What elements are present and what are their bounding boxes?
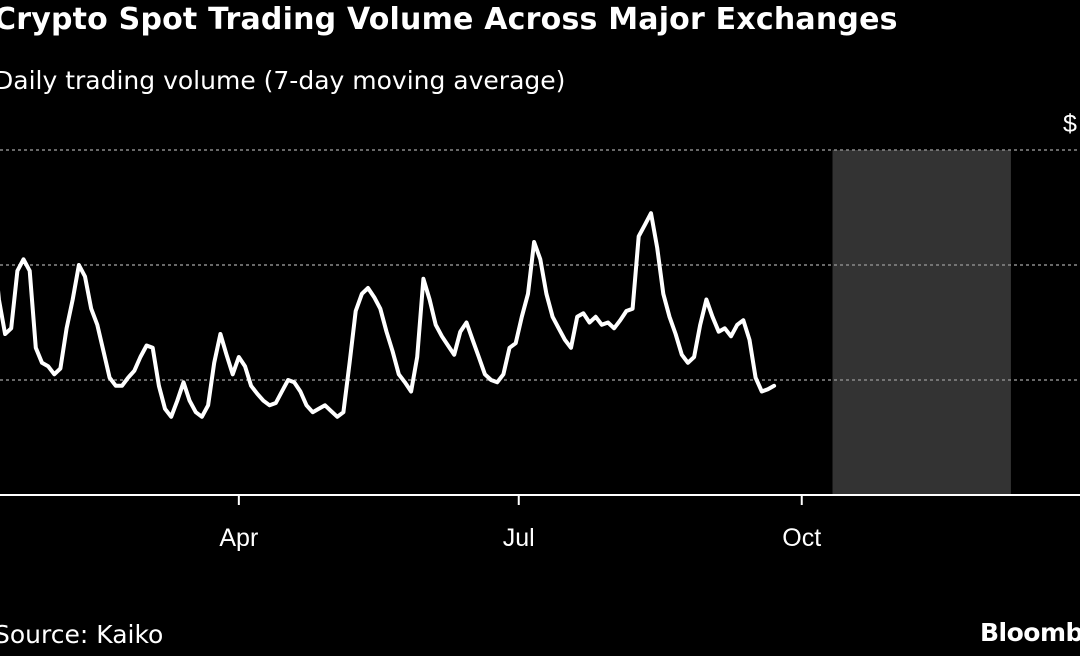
y-axis-unit-label: $ [1063, 110, 1077, 138]
source-note: Source: Kaiko [0, 620, 164, 649]
x-tick-label-2: Jul [503, 524, 535, 552]
chart-title: Crypto Spot Trading Volume Across Major … [0, 2, 898, 37]
series-line [0, 211, 777, 419]
bloomberg-logo: Bloomberg [980, 618, 1080, 647]
x-tick-label-1: Apr [219, 524, 258, 552]
x-tick-label-3: Oct [782, 524, 821, 552]
highlight-region [832, 150, 1011, 495]
x-ticks: JanAprJulOct [219, 495, 821, 552]
chart-subtitle: Daily trading volume (7-day moving avera… [0, 66, 566, 95]
